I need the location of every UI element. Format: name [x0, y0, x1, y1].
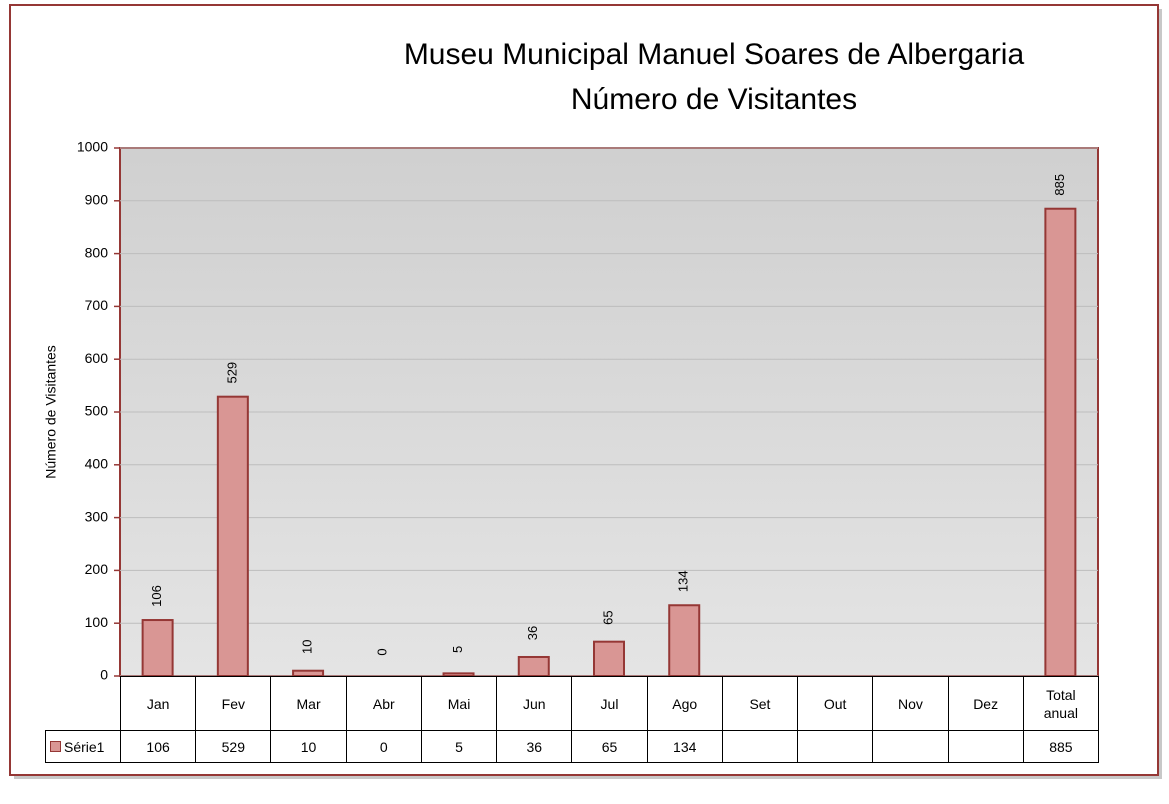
value-cell: 885	[1022, 730, 1099, 763]
category-cell-text: Jul	[600, 695, 619, 712]
value-cell	[721, 730, 799, 763]
value-cell	[797, 730, 874, 763]
category-cell-text: Out	[823, 695, 847, 712]
value-cell	[947, 730, 1024, 763]
y-tick-label: 500	[85, 403, 109, 419]
bar	[593, 640, 625, 677]
value-cell-text: 885	[1049, 738, 1073, 755]
value-cell: 0	[345, 730, 422, 763]
data-label: 10	[300, 639, 315, 653]
bar	[1044, 207, 1077, 677]
value-cell: 529	[195, 730, 272, 763]
legend-label: Série1	[64, 738, 105, 755]
y-tick-label: 200	[85, 561, 109, 577]
category-cell-text: Abr	[372, 695, 395, 712]
value-cell: 65	[571, 730, 648, 763]
y-tick-label: 600	[85, 350, 109, 366]
bar	[668, 604, 701, 677]
data-label: 106	[149, 585, 164, 607]
y-tick-label: 100	[85, 614, 109, 630]
category-cell: Jan	[120, 676, 197, 731]
y-tick-label: 900	[85, 192, 109, 208]
y-axis-label: Número de Visitantes	[43, 345, 59, 479]
category-cell-text: Set	[749, 695, 771, 712]
category-cell: Mai	[420, 676, 498, 731]
y-tick-label: 800	[85, 244, 109, 260]
category-cell-text: Fev	[221, 695, 245, 712]
bar	[517, 655, 550, 678]
y-tick-label: 1000	[77, 139, 108, 155]
category-cell-text: Jan	[146, 695, 170, 712]
data-label: 0	[375, 648, 390, 655]
category-cell-text: Mai	[447, 695, 471, 712]
value-cell-text: 106	[146, 738, 170, 755]
value-cell: 106	[120, 730, 197, 763]
y-tick-label: 400	[85, 456, 109, 472]
bar	[141, 619, 174, 677]
value-cell-text: 529	[221, 738, 245, 755]
category-cell-text: Total anual	[1043, 686, 1078, 721]
category-cell-text: Mar	[296, 695, 321, 712]
category-cell: Abr	[345, 676, 422, 731]
category-cell-text: Dez	[973, 695, 999, 712]
data-label: 529	[224, 362, 239, 384]
value-cell-text: 10	[300, 738, 317, 755]
data-label: 134	[676, 570, 691, 592]
data-label: 36	[525, 626, 540, 640]
legend-key	[50, 740, 61, 752]
chart-title: Museu Municipal Manuel Soares de Alberga…	[404, 38, 1025, 71]
value-cell: 10	[270, 730, 347, 763]
y-tick-label: 700	[85, 297, 109, 313]
category-cell: Mar	[270, 676, 347, 731]
value-cell-text: 5	[455, 738, 463, 755]
legend-cell-text: Série1	[50, 738, 104, 756]
data-label: 885	[1052, 174, 1067, 196]
category-cell: Dez	[947, 676, 1024, 731]
y-tick-label: 300	[85, 508, 109, 524]
category-cell: Ago	[646, 676, 723, 731]
legend-cell: Série1	[45, 730, 121, 763]
value-cell-text: 36	[526, 738, 543, 755]
chart-subtitle: Número de Visitantes	[571, 83, 857, 116]
bar	[442, 672, 475, 677]
value-cell	[872, 730, 949, 763]
value-cell-text: 0	[379, 738, 388, 755]
value-cell-text: 65	[601, 738, 618, 755]
y-tick-label: 0	[100, 667, 108, 683]
value-cell: 5	[420, 730, 498, 763]
category-cell: Out	[797, 676, 874, 731]
category-cell-text: Jun	[522, 695, 546, 712]
category-cell-text: Nov	[897, 695, 923, 712]
category-cell: Fev	[195, 676, 272, 731]
category-cell: Nov	[872, 676, 949, 731]
bar	[292, 669, 325, 677]
category-cell: Total anual	[1022, 676, 1099, 731]
data-label: 65	[600, 610, 615, 624]
category-cell-text: Ago	[672, 695, 698, 712]
bar	[216, 395, 249, 677]
category-cell: Jul	[571, 676, 648, 731]
category-cell: Set	[721, 676, 799, 731]
data-label: 5	[450, 646, 465, 653]
category-cell: Jun	[496, 676, 573, 731]
value-cell: 36	[496, 730, 573, 763]
value-cell-text: 134	[673, 738, 697, 755]
value-cell: 134	[646, 730, 723, 763]
